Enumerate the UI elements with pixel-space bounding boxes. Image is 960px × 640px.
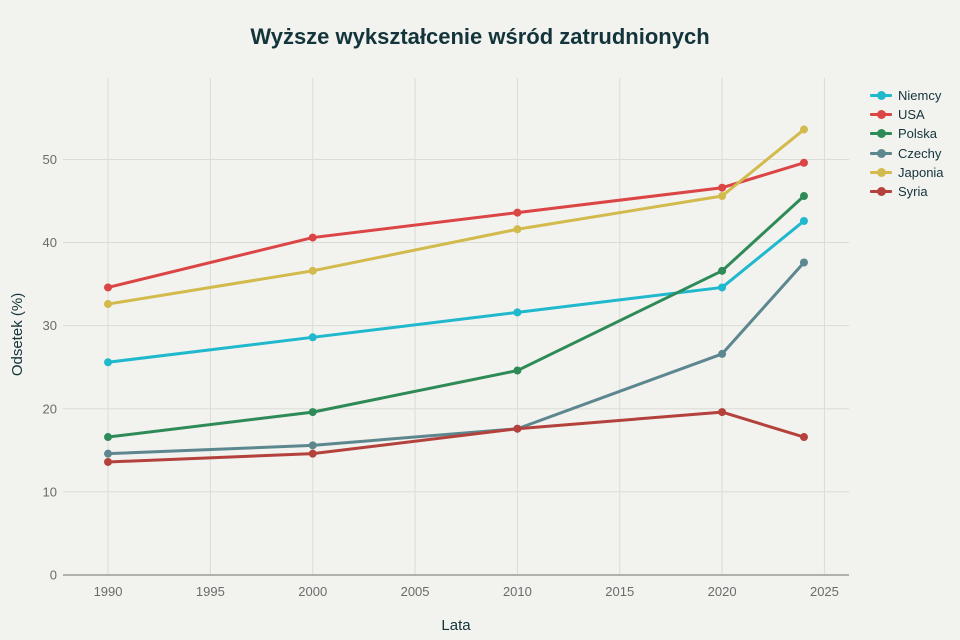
data-point[interactable]: [718, 408, 727, 417]
data-point[interactable]: [308, 449, 317, 458]
data-point[interactable]: [308, 408, 317, 417]
legend-item-niemcy[interactable]: Niemcy: [870, 86, 944, 105]
y-tick-label: 50: [43, 152, 57, 167]
series-polska: [104, 192, 808, 442]
data-point[interactable]: [718, 349, 727, 358]
x-tick-label: 2000: [298, 584, 327, 599]
data-point[interactable]: [799, 158, 808, 167]
data-point[interactable]: [104, 300, 113, 309]
data-point[interactable]: [799, 433, 808, 442]
series-lines: [104, 125, 808, 466]
data-point[interactable]: [799, 258, 808, 267]
x-axis-title: Lata: [441, 617, 471, 634]
legend: Niemcy USA Polska Czechy Japonia Syria: [870, 86, 944, 201]
data-point[interactable]: [513, 366, 522, 375]
y-tick-label: 40: [43, 235, 57, 250]
legend-label: Niemcy: [898, 88, 942, 104]
legend-line-marker-icon: [870, 108, 892, 122]
x-tick-label: 2005: [401, 584, 430, 599]
series-syria: [104, 408, 808, 466]
data-point[interactable]: [718, 266, 727, 275]
series-line: [107, 194, 805, 439]
legend-label: Polska: [898, 126, 938, 142]
legend-item-polska[interactable]: Polska: [870, 124, 944, 143]
y-tick-label: 10: [43, 484, 57, 499]
legend-item-japonia[interactable]: Japonia: [870, 163, 944, 182]
data-point[interactable]: [104, 449, 113, 458]
y-tick-label: 20: [43, 401, 57, 416]
legend-line-marker-icon: [870, 127, 892, 141]
x-tick-label: 2015: [605, 584, 634, 599]
legend-item-czechy[interactable]: Czechy: [870, 144, 944, 163]
series-line: [107, 161, 805, 289]
y-gridlines: [63, 158, 849, 493]
data-point[interactable]: [513, 208, 522, 217]
x-gridlines: [107, 78, 825, 575]
data-point[interactable]: [308, 441, 317, 450]
data-point[interactable]: [718, 183, 727, 192]
data-point[interactable]: [308, 333, 317, 342]
data-point[interactable]: [513, 308, 522, 317]
series-usa: [104, 158, 808, 292]
data-point[interactable]: [799, 216, 808, 225]
data-point[interactable]: [104, 283, 113, 292]
series-niemcy: [104, 216, 808, 367]
series-line: [107, 410, 805, 464]
x-tick-label: 1990: [94, 584, 123, 599]
x-tick-label: 2010: [503, 584, 532, 599]
data-point[interactable]: [799, 125, 808, 134]
legend-line-marker-icon: [870, 165, 892, 179]
legend-item-usa[interactable]: USA: [870, 105, 944, 124]
chart-title: Wyższe wykształcenie wśród zatrudnionych: [250, 24, 710, 49]
data-point[interactable]: [104, 358, 113, 367]
x-tick-label: 2020: [708, 584, 737, 599]
x-axis-ticks: 1990 1995 2000 2005 2010 2015 2020 2025: [94, 584, 839, 599]
y-tick-label: 0: [50, 568, 57, 583]
data-point[interactable]: [799, 192, 808, 201]
data-point[interactable]: [308, 266, 317, 275]
data-point[interactable]: [513, 424, 522, 433]
data-point[interactable]: [718, 192, 727, 201]
legend-label: Czechy: [898, 145, 942, 161]
legend-line-marker-icon: [870, 146, 892, 160]
data-point[interactable]: [308, 233, 317, 242]
series-line: [107, 128, 805, 306]
legend-line-marker-icon: [870, 185, 892, 199]
data-point[interactable]: [104, 433, 113, 442]
legend-label: USA: [898, 107, 925, 123]
data-point[interactable]: [718, 283, 727, 292]
x-tick-label: 2025: [810, 584, 839, 599]
legend-label: Japonia: [898, 164, 944, 180]
y-axis-title: Odsetek (%): [9, 293, 26, 376]
data-point[interactable]: [104, 457, 113, 466]
y-axis-ticks: 0 10 20 30 40 50: [43, 152, 57, 583]
data-point[interactable]: [513, 225, 522, 234]
legend-label: Syria: [898, 184, 928, 200]
legend-item-syria[interactable]: Syria: [870, 182, 944, 201]
series-japonia: [104, 125, 808, 309]
legend-line-marker-icon: [870, 89, 892, 103]
y-tick-label: 30: [43, 318, 57, 333]
x-tick-label: 1995: [196, 584, 225, 599]
